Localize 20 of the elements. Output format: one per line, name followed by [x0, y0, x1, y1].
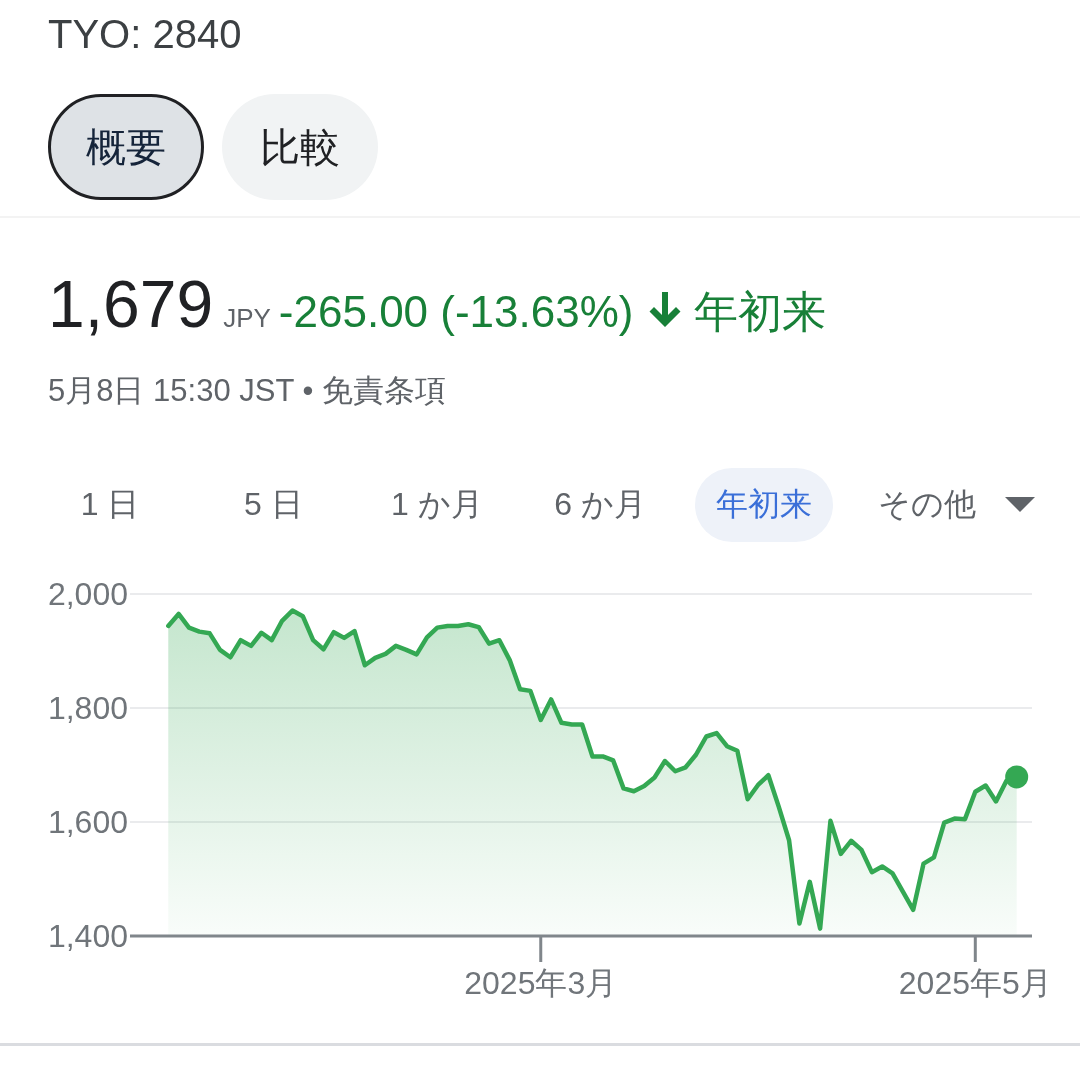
tab-selected: 年初来	[694, 468, 833, 542]
tab-label: 1 日	[79, 485, 141, 524]
price: 1,679	[48, 266, 214, 342]
y-tick-label: 1,400	[47, 918, 128, 954]
x-tick-label: 2025年3月	[464, 965, 618, 1001]
period: 年初来	[693, 286, 826, 338]
subtitle: 5月8日 15:30 JST • 免責条項	[48, 372, 446, 410]
y-tick-label: 1,800	[47, 690, 128, 726]
button-selected: 概要	[48, 94, 204, 200]
tab-label: 5 日	[243, 485, 304, 524]
tab-label: 1 か月	[389, 485, 484, 524]
change: -265.00 (-13.63%)	[278, 287, 634, 337]
y-tick-label: 2,000	[47, 576, 128, 612]
button: 比較	[222, 94, 378, 200]
currency: JPY	[223, 303, 271, 334]
title: TYO: 2840	[48, 12, 242, 57]
x-tick-label: 2025年5月	[898, 965, 1052, 1001]
tab-label: 6 か月	[553, 485, 648, 524]
y-tick-label: 1,600	[47, 804, 128, 840]
tab-label: その他	[877, 485, 977, 524]
